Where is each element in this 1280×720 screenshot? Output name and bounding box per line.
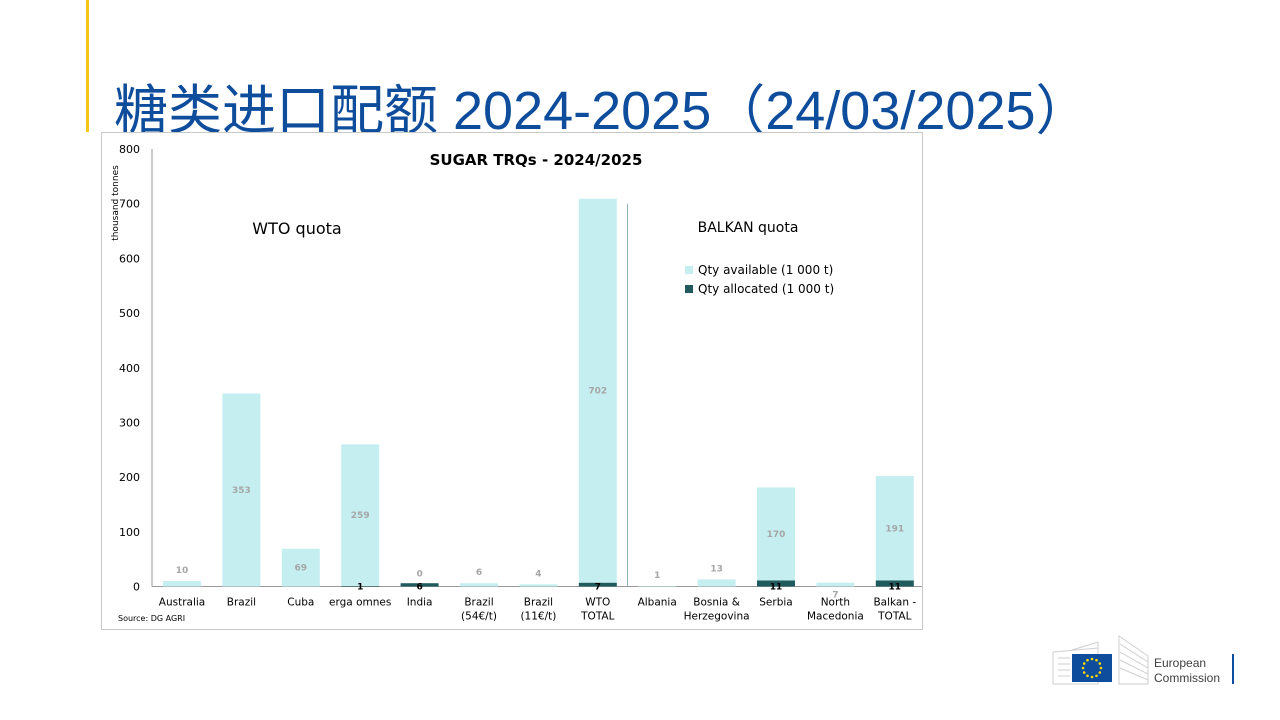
x-tick-label: North Macedonia [807,597,864,623]
data-label-available: 702 [588,387,607,397]
x-tick-label: Brazil [227,597,256,609]
bar-available [163,581,201,587]
legend-label-allocated: Qty allocated (1 000 t) [698,282,834,296]
legend-label-available: Qty available (1 000 t) [698,263,833,277]
x-tick-label: erga omnes [329,597,391,609]
bar-available [341,444,380,586]
eu-star-icon [1086,674,1089,678]
logo-divider [1232,654,1234,684]
bar-available [757,487,795,581]
eu-star-icon [1095,658,1098,662]
chart-legend: Qty available (1 000 t) Qty allocated (1… [685,263,834,296]
data-label-available: 69 [295,564,308,574]
bar-allocated [400,583,439,587]
bar-available [578,198,617,583]
legend-swatch-allocated [685,285,693,293]
bar-available [697,579,736,587]
data-label-available: 13 [710,564,723,574]
y-tick-label: 800 [119,143,140,156]
x-tick-label: Albania [638,597,677,609]
eu-commission-logo-graphic [1052,635,1149,685]
data-label-allocated: 11 [770,583,783,593]
logo-line-2: Commission [1154,671,1221,685]
bar-available [816,582,855,587]
eu-star-icon [1081,666,1085,670]
data-label-allocated: 11 [889,583,902,593]
bar-allocated [341,585,380,587]
data-label-available: 170 [767,530,786,540]
sugar-trq-chart: SUGAR TRQs - 2024/2025 thousand tonnes W… [111,143,922,623]
logo-line-1: European [1154,656,1207,670]
y-tick-label: 200 [119,471,140,484]
y-tick-label: 100 [119,526,140,539]
y-tick-label: 0 [133,581,140,594]
data-label-available: 191 [885,524,904,534]
x-tick-label: Brazil (54€/t) [461,597,497,623]
bar-available [460,583,498,587]
y-tick-label: 700 [119,198,140,211]
data-label-allocated: 6 [416,583,422,593]
x-tick-label: Balkan -TOTAL [873,597,916,623]
bar-available [222,393,261,587]
eu-star-icon [1086,658,1089,662]
bar-available [875,476,914,581]
eu-commission-wordmark: European Commission [1154,656,1220,686]
data-label-available: 7 [832,591,838,601]
y-tick-label: 400 [119,362,140,375]
eu-star-icon [1090,675,1094,679]
eu-star-icon [1098,662,1102,665]
data-label-available: 6 [476,568,482,578]
legend-swatch-available [685,266,693,274]
x-tick-label: Serbia [759,597,792,609]
eu-star-icon [1090,657,1094,661]
x-tick-label: Cuba [287,597,314,609]
bar-allocated [875,580,914,587]
bar-available [638,585,677,587]
chart-title: SUGAR TRQs - 2024/2025 [430,151,643,169]
eu-star-icon [1082,671,1086,674]
data-label-available: 259 [351,511,370,521]
group-label-wto: WTO quota [252,219,341,238]
bar-available [519,584,558,587]
eu-star-icon [1095,674,1098,678]
x-tick-label: WTO TOTAL [580,597,614,623]
title-accent-line [86,0,89,132]
data-label-available: 1 [654,571,660,581]
y-tick-label: 600 [119,252,140,265]
x-tick-labels: Australia Brazil Cuba erga omnes India Brazil… [159,597,917,623]
slide-title: 糖类进口配额 2024-2025（24/03/2025） [114,81,1090,141]
x-tick-label: India [407,597,433,609]
bar-allocated [757,580,795,587]
y-tick-label: 300 [119,416,140,429]
data-label-available: 0 [416,570,422,580]
y-tick-label: 500 [119,307,140,320]
bar-allocated [578,582,617,587]
data-label-allocated: 1 [357,583,363,593]
eu-star-icon [1098,671,1102,674]
eu-star-icon [1099,666,1103,670]
eu-star-icon [1082,662,1086,665]
y-axis-label: thousand tonnes [111,165,121,241]
data-label-available: 353 [232,486,251,496]
bar-available [281,548,320,587]
chart-frame: SUGAR TRQs - 2024/2025 thousand tonnes W… [101,132,923,630]
x-tick-label: Bosnia & Herzegovina [684,597,750,623]
data-label-available: 4 [535,569,541,579]
chart-source: Source: DG AGRI [118,614,185,623]
x-tick-label: Australia [159,597,205,609]
data-label-allocated: 7 [595,583,601,593]
x-tick-label: Brazil (11€/t) [520,597,556,623]
group-label-balkan: BALKAN quota [698,220,799,236]
data-label-available: 10 [176,566,189,576]
eu-commission-logo [1050,634,1240,686]
